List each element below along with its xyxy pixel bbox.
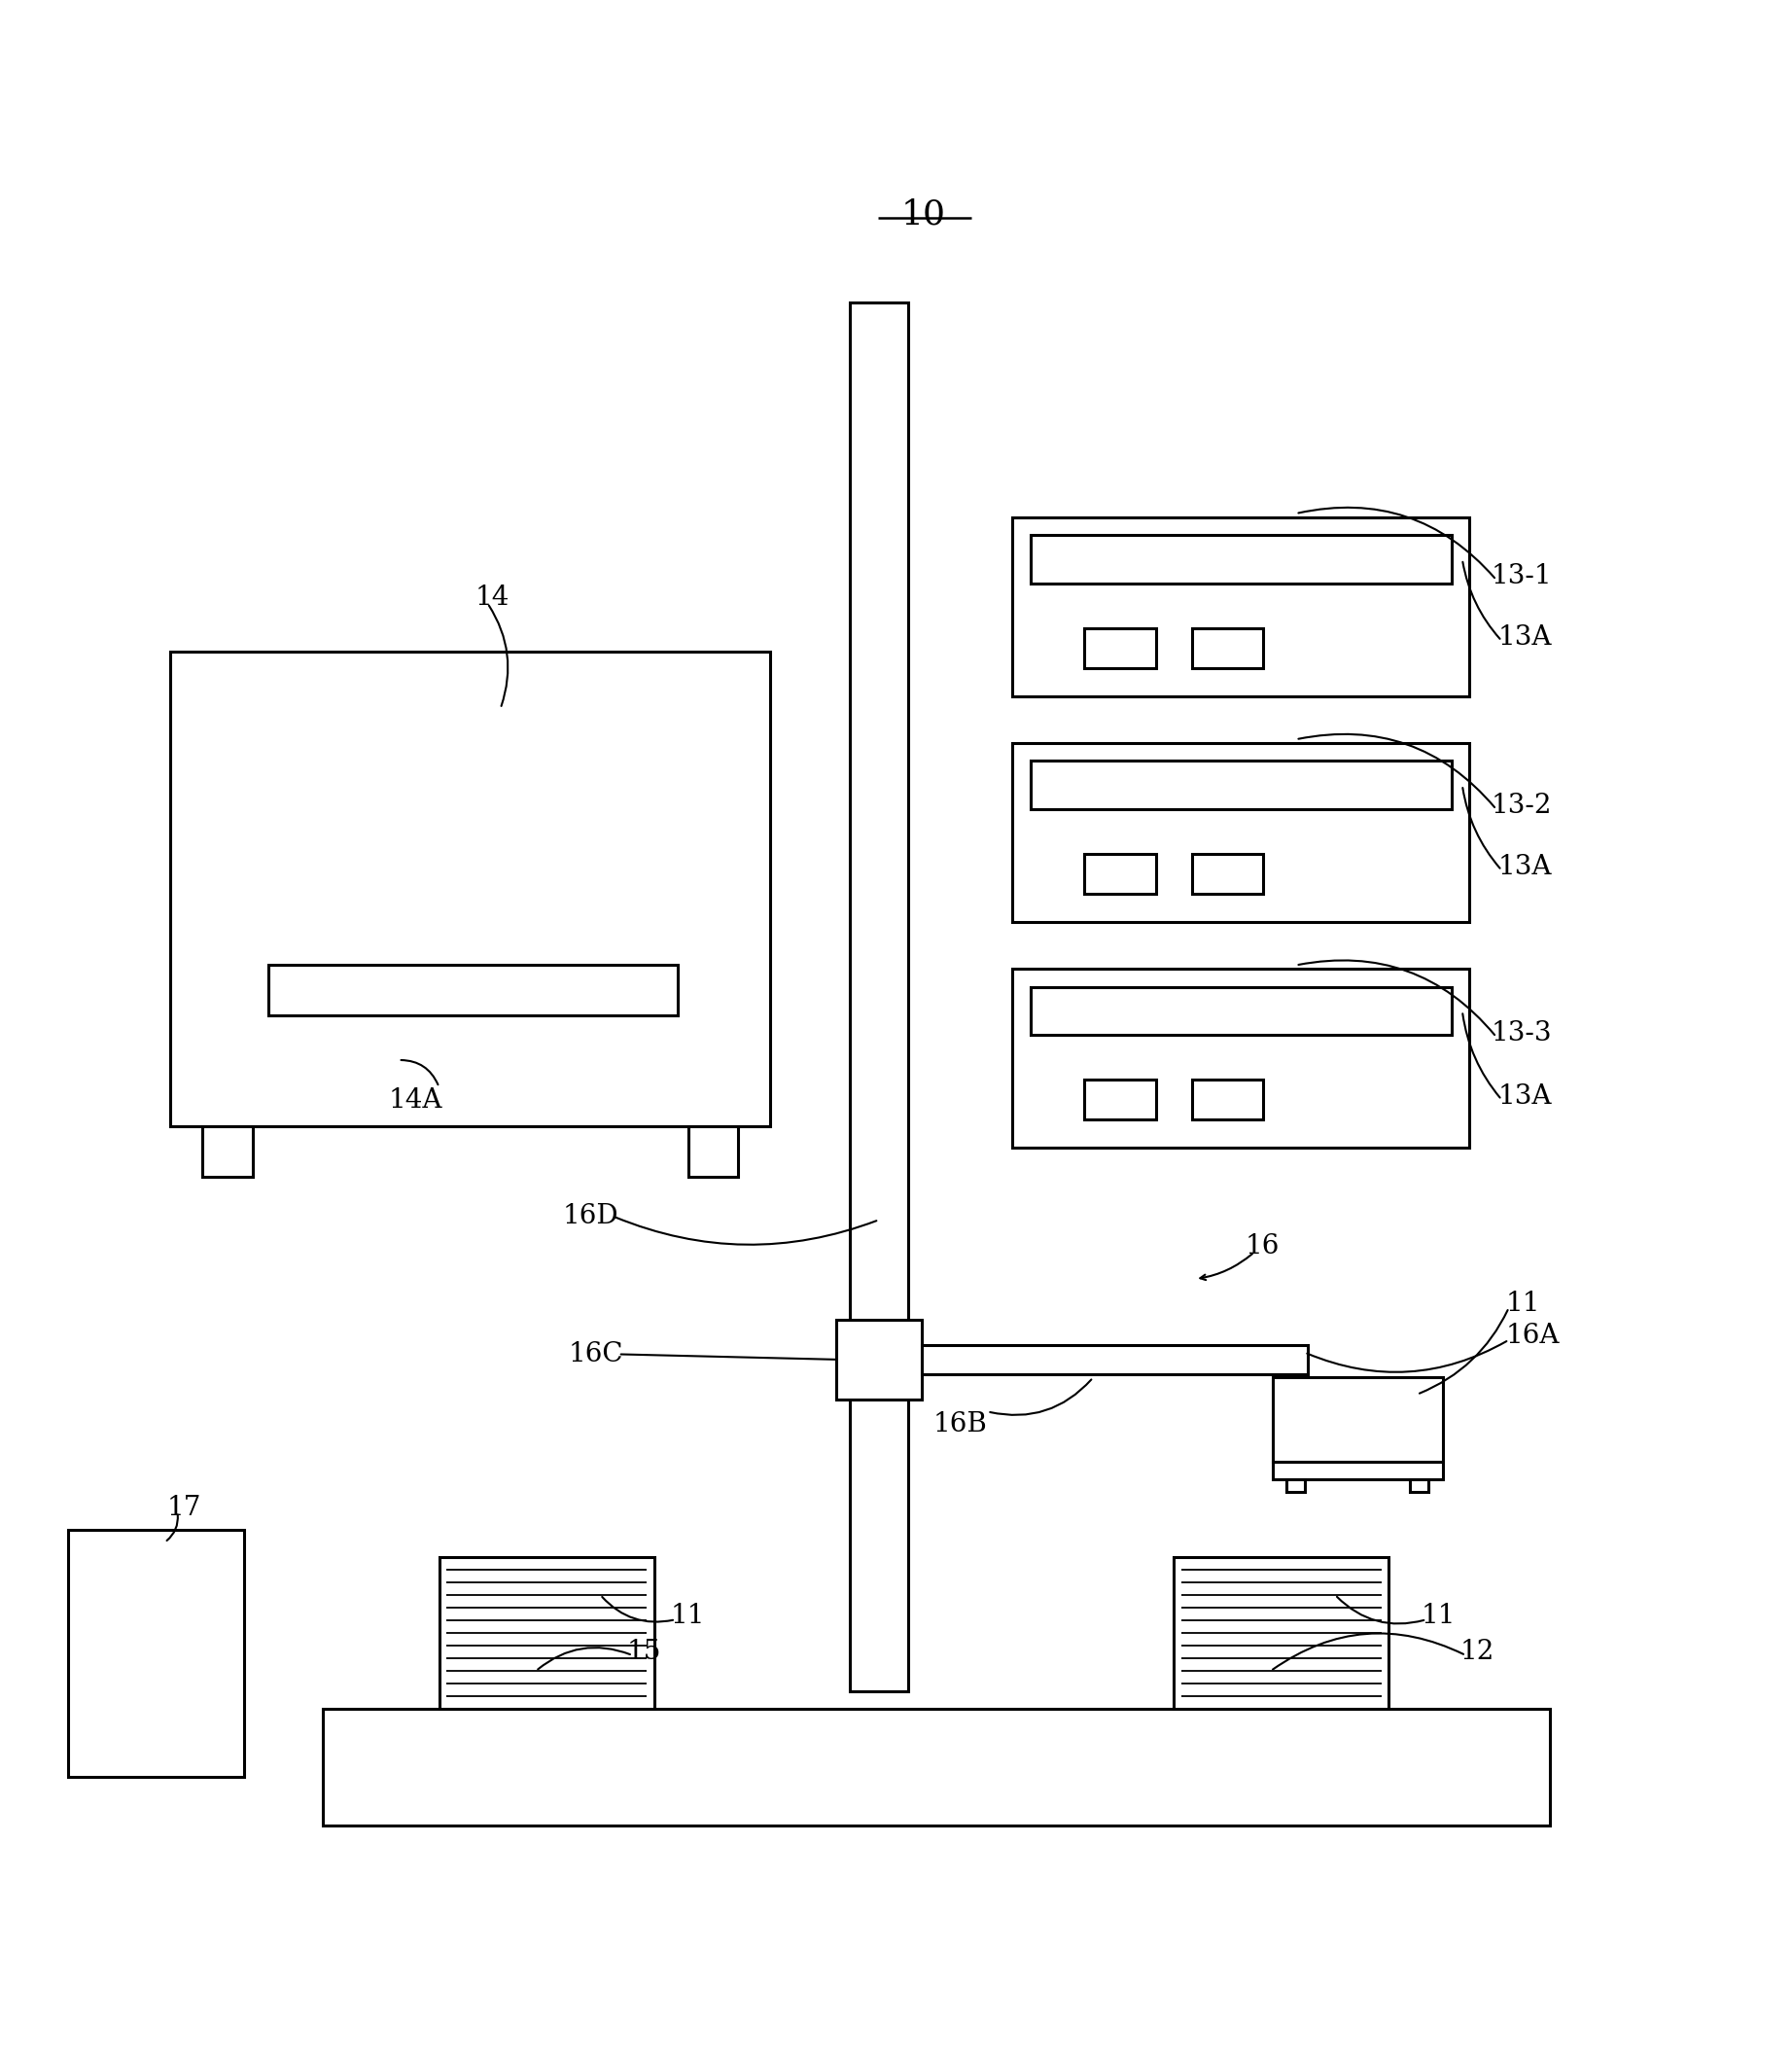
- Text: 14: 14: [475, 584, 509, 611]
- Bar: [323, 1709, 1550, 1826]
- Bar: [1174, 1556, 1389, 1709]
- Text: 12: 12: [1460, 1639, 1495, 1665]
- Text: 13-2: 13-2: [1491, 794, 1552, 818]
- Bar: [1012, 518, 1469, 697]
- Text: 11: 11: [1421, 1604, 1455, 1628]
- Bar: [1287, 1480, 1305, 1493]
- Text: 13-3: 13-3: [1491, 1020, 1552, 1047]
- Bar: [921, 1345, 1308, 1373]
- Bar: [1084, 853, 1156, 894]
- Bar: [849, 302, 909, 1692]
- Text: 13A: 13A: [1498, 625, 1552, 650]
- Bar: [1192, 1079, 1263, 1118]
- Bar: [269, 964, 677, 1016]
- Bar: [688, 1127, 738, 1176]
- Text: 16B: 16B: [934, 1412, 987, 1437]
- Text: 16A: 16A: [1505, 1324, 1559, 1349]
- Bar: [1410, 1480, 1428, 1493]
- Bar: [1192, 629, 1263, 668]
- Bar: [1084, 629, 1156, 668]
- Bar: [1272, 1462, 1443, 1480]
- Bar: [1012, 742, 1469, 923]
- Text: 14A: 14A: [389, 1088, 443, 1114]
- Text: 15: 15: [627, 1639, 661, 1665]
- Text: 13-1: 13-1: [1491, 563, 1552, 590]
- Bar: [1084, 1079, 1156, 1118]
- Bar: [202, 1127, 253, 1176]
- Text: 16D: 16D: [563, 1203, 618, 1229]
- Bar: [1272, 1378, 1443, 1462]
- Bar: [835, 1320, 921, 1398]
- Bar: [170, 652, 771, 1127]
- Text: 16C: 16C: [568, 1341, 624, 1367]
- Text: 10: 10: [901, 197, 944, 230]
- Bar: [1030, 761, 1452, 810]
- Bar: [1030, 535, 1452, 584]
- Bar: [439, 1556, 654, 1709]
- Text: 11: 11: [670, 1604, 704, 1628]
- Text: 11: 11: [1505, 1291, 1539, 1318]
- Bar: [1030, 987, 1452, 1034]
- Bar: [1192, 853, 1263, 894]
- Text: 17: 17: [167, 1495, 201, 1521]
- Bar: [1012, 968, 1469, 1147]
- Text: 13A: 13A: [1498, 853, 1552, 880]
- Text: 16: 16: [1245, 1234, 1279, 1260]
- Text: 13A: 13A: [1498, 1084, 1552, 1110]
- Bar: [68, 1530, 244, 1776]
